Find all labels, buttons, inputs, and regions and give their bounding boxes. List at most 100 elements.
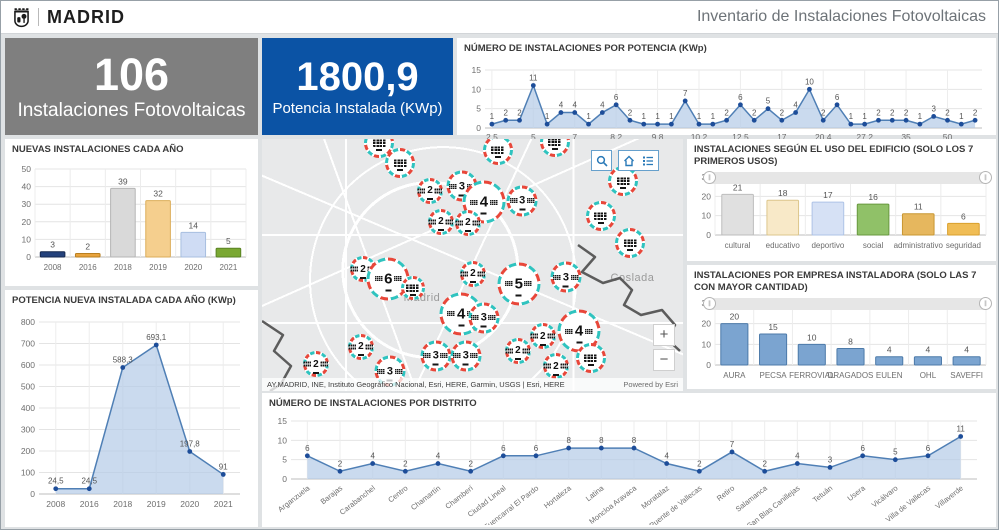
- legend-icon[interactable]: [638, 150, 659, 171]
- svg-text:100: 100: [21, 468, 35, 478]
- map-cluster-marker[interactable]: 2: [454, 209, 481, 236]
- svg-text:2008: 2008: [44, 263, 62, 272]
- map-cluster-marker[interactable]: 3: [450, 340, 482, 372]
- map-cluster-marker[interactable]: 3: [468, 302, 500, 334]
- solar-panel-icon: [303, 361, 312, 367]
- svg-text:2008: 2008: [46, 499, 65, 509]
- svg-text:Tetuán: Tetuán: [811, 483, 834, 504]
- solar-panel-icon: [491, 146, 505, 155]
- chart-instalaciones-por-distrito[interactable]: 0 5 10 15 6 2 4 2 4 2 6 6 8 8 8 4 2 7 2 4 3 6 5 6 11 Arganzuela Ba…: [267, 411, 991, 525]
- svg-text:5: 5: [282, 455, 287, 465]
- zoom-in-button[interactable]: +: [653, 324, 675, 346]
- svg-text:24,5: 24,5: [81, 477, 97, 486]
- svg-text:2019: 2019: [149, 263, 167, 272]
- svg-text:6: 6: [738, 93, 743, 102]
- svg-text:300: 300: [21, 425, 35, 435]
- svg-text:1: 1: [849, 112, 854, 121]
- svg-text:1: 1: [669, 112, 674, 121]
- map-cluster-marker[interactable]: 3: [550, 261, 582, 293]
- solar-panel-icon: [584, 328, 593, 334]
- map-cluster-marker[interactable]: 3: [420, 340, 452, 372]
- svg-text:5: 5: [476, 104, 481, 114]
- svg-text:91: 91: [219, 462, 228, 471]
- slider-handle-right[interactable]: ∥: [979, 171, 992, 184]
- map-cluster-marker[interactable]: 2: [302, 351, 329, 378]
- cluster-count: 2: [427, 185, 433, 197]
- svg-text:deportivo: deportivo: [811, 241, 844, 250]
- panel-uso-edificio: INSTALACIONES SEGÚN EL USO DEL EDIFICIO …: [687, 139, 996, 261]
- solar-panel-icon: [584, 353, 598, 362]
- zoom-out-button[interactable]: −: [653, 349, 675, 371]
- map-cluster-marker[interactable]: 2: [347, 333, 374, 360]
- map-cluster-marker[interactable]: 2: [459, 260, 486, 287]
- svg-text:0: 0: [282, 474, 287, 484]
- svg-text:Carabanchel: Carabanchel: [338, 483, 377, 516]
- map-cluster-marker[interactable]: 2: [504, 337, 531, 364]
- chart-zoom-slider[interactable]: ∥ ∥: [703, 171, 992, 184]
- map-cluster-marker[interactable]: 2: [529, 323, 556, 350]
- solar-panel-icon: [453, 353, 462, 359]
- svg-text:Moratalaz: Moratalaz: [639, 483, 671, 511]
- chart-title: POTENCIA NUEVA INSTALADA CADA AÑO (KWp): [12, 295, 236, 306]
- svg-text:1: 1: [490, 112, 495, 121]
- map-cluster-marker[interactable]: 2: [542, 353, 569, 380]
- map-cluster-marker[interactable]: 4: [462, 180, 506, 224]
- chart-nuevas-instalaciones[interactable]: 0 10 20 30 40 50 3 2008 2 2016 39 2018 32 2019 14 2020 5…: [9, 157, 254, 279]
- cluster-count: 3: [432, 349, 439, 362]
- svg-text:10: 10: [807, 332, 817, 342]
- map-cluster-marker[interactable]: 3: [506, 185, 538, 217]
- kpi-total-label: Instalaciones Fotovoltaicas: [17, 99, 246, 121]
- map-cluster-marker[interactable]: 2: [427, 208, 454, 235]
- svg-text:700: 700: [21, 339, 35, 349]
- panel-instalaciones-por-distrito: NÚMERO DE INSTALACIONES POR DISTRITO 0 5 1…: [262, 393, 996, 527]
- solar-panel-icon: [548, 139, 562, 146]
- svg-text:OHL: OHL: [920, 371, 937, 380]
- solar-panel-icon: [374, 276, 383, 282]
- svg-text:Villaverde: Villaverde: [934, 483, 965, 510]
- map-cluster-marker[interactable]: 5: [497, 262, 541, 306]
- solar-panel-icon: [547, 333, 556, 339]
- map-cluster-marker[interactable]: [615, 228, 646, 259]
- kpi-total-instalaciones: 106 Instalaciones Fotovoltaicas: [5, 38, 258, 135]
- solar-panel-icon: [509, 198, 518, 204]
- kpi-potencia-value: 1800,9: [296, 54, 419, 99]
- map-cluster-marker[interactable]: [400, 275, 425, 300]
- svg-text:2: 2: [724, 108, 729, 117]
- chart-title: INSTALACIONES POR EMPRESA INSTALADORA (S…: [694, 270, 977, 293]
- slider-handle-left[interactable]: ∥: [703, 171, 716, 184]
- search-icon[interactable]: [591, 150, 612, 171]
- svg-text:9.8: 9.8: [652, 132, 664, 142]
- svg-text:20: 20: [702, 319, 712, 329]
- svg-text:10: 10: [22, 234, 32, 244]
- home-icon[interactable]: [618, 150, 639, 171]
- solar-panel-icon: [560, 363, 569, 369]
- solar-panel-icon: [522, 348, 531, 354]
- svg-text:educativo: educativo: [766, 241, 801, 250]
- map-cluster-marker[interactable]: [575, 342, 606, 373]
- svg-text:4: 4: [795, 452, 800, 461]
- map-cluster-marker[interactable]: 2: [416, 177, 443, 204]
- slider-handle-left[interactable]: ∥: [703, 297, 716, 310]
- svg-text:20: 20: [22, 217, 32, 227]
- svg-text:20: 20: [730, 312, 740, 322]
- svg-text:39: 39: [118, 176, 128, 186]
- solar-panel-icon: [477, 271, 486, 277]
- map-cluster-marker[interactable]: [585, 201, 616, 232]
- map-cluster-marker[interactable]: [364, 139, 395, 158]
- map-cluster-marker[interactable]: [539, 139, 570, 157]
- chart-zoom-slider[interactable]: ∥ ∥: [703, 297, 992, 310]
- svg-text:0: 0: [26, 252, 31, 262]
- svg-text:seguridad: seguridad: [946, 241, 981, 250]
- cluster-count: 4: [479, 193, 489, 211]
- svg-text:3: 3: [50, 240, 55, 250]
- map-cluster-marker[interactable]: [482, 139, 513, 166]
- chart-title: NUEVAS INSTALACIONES CADA AÑO: [12, 144, 184, 155]
- solar-panel-icon: [623, 239, 637, 248]
- slider-handle-right[interactable]: ∥: [979, 297, 992, 310]
- cluster-count: 2: [438, 216, 444, 228]
- chart-potencia-nueva[interactable]: 0 100 200 300 400 500 600 700 800 24,5 24,5 588,3 69…: [9, 308, 254, 518]
- map-cluster-marker[interactable]: [385, 147, 416, 178]
- svg-text:4: 4: [370, 452, 375, 461]
